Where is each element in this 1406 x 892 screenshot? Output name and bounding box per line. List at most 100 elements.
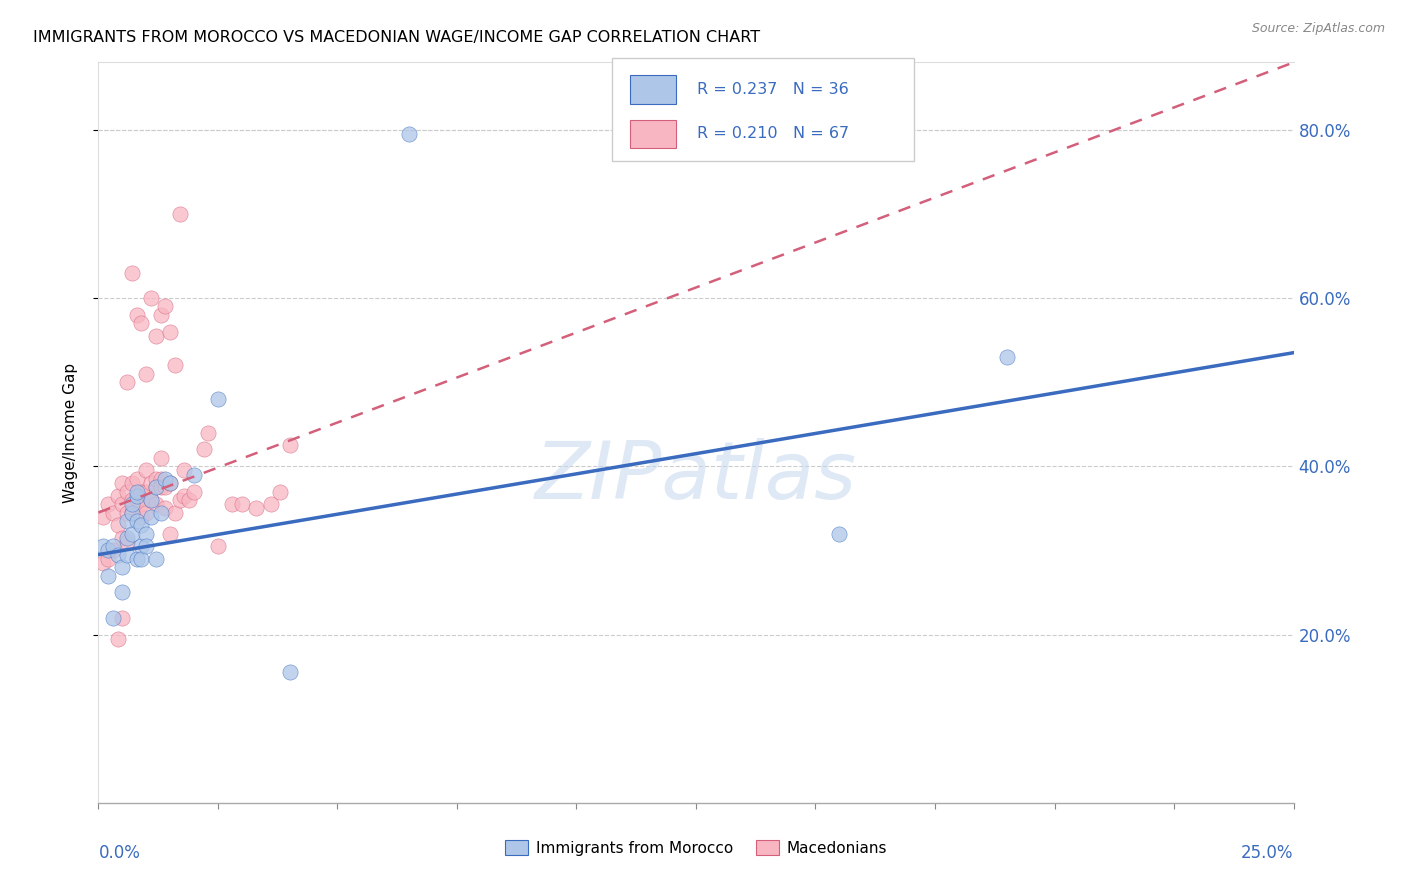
Point [115, 531, 138, 545]
Point [169, 207, 191, 221]
Point [259, 497, 281, 511]
Point [149, 450, 172, 465]
Point [101, 539, 124, 553]
Point [125, 551, 148, 566]
Point [183, 484, 205, 499]
Point [121, 492, 143, 507]
Point [121, 476, 143, 491]
Point [145, 472, 167, 486]
Point [125, 492, 148, 507]
Point [179, 492, 201, 507]
Legend: Immigrants from Morocco, Macedonians: Immigrants from Morocco, Macedonians [499, 834, 893, 862]
Point [91, 556, 114, 570]
Point [121, 526, 143, 541]
Point [145, 480, 167, 494]
Point [101, 610, 124, 624]
Point [155, 300, 177, 314]
Text: R = 0.210   N = 67: R = 0.210 N = 67 [697, 127, 849, 142]
Point [159, 476, 181, 491]
Point [169, 492, 191, 507]
Point [125, 472, 148, 486]
Point [111, 531, 134, 545]
Point [121, 497, 143, 511]
Point [245, 501, 267, 516]
Point [207, 539, 229, 553]
Point [139, 509, 162, 524]
Point [135, 367, 157, 381]
Point [155, 480, 177, 494]
Point [183, 467, 205, 482]
Point [115, 484, 138, 499]
Point [97, 543, 120, 558]
Point [278, 665, 301, 680]
Point [145, 497, 167, 511]
Point [107, 632, 129, 646]
Point [131, 316, 153, 330]
Point [91, 509, 114, 524]
Text: 0.0%: 0.0% [98, 844, 141, 862]
Point [149, 506, 172, 520]
Point [197, 425, 219, 440]
Point [121, 506, 143, 520]
Point [135, 506, 157, 520]
Point [111, 497, 134, 511]
Point [828, 526, 851, 541]
Point [145, 551, 167, 566]
Point [111, 560, 134, 574]
Point [115, 535, 138, 549]
Point [131, 551, 153, 566]
Point [131, 509, 153, 524]
Point [111, 476, 134, 491]
Point [97, 497, 120, 511]
Point [125, 308, 148, 322]
Text: 25.0%: 25.0% [1241, 844, 1294, 862]
Point [995, 350, 1018, 364]
Point [135, 463, 157, 477]
Point [221, 497, 243, 511]
Point [115, 514, 138, 528]
Point [139, 291, 162, 305]
Point [101, 543, 124, 558]
Point [155, 501, 177, 516]
Point [97, 568, 120, 582]
Point [159, 526, 181, 541]
Point [163, 359, 186, 373]
Point [139, 492, 162, 507]
Point [115, 506, 138, 520]
Point [131, 484, 153, 499]
Point [163, 506, 186, 520]
Point [149, 308, 172, 322]
Point [121, 266, 143, 280]
Point [107, 518, 129, 533]
Point [107, 489, 129, 503]
Point [131, 518, 153, 533]
Point [145, 329, 167, 343]
Point [269, 484, 291, 499]
Point [278, 438, 301, 452]
Point [131, 497, 153, 511]
Point [149, 480, 172, 494]
Point [91, 539, 114, 553]
Text: Source: ZipAtlas.com: Source: ZipAtlas.com [1251, 22, 1385, 36]
Y-axis label: Wage/Income Gap: Wage/Income Gap [63, 362, 77, 503]
Point [139, 492, 162, 507]
Point [149, 472, 172, 486]
Point [115, 548, 138, 562]
Point [115, 375, 138, 389]
Point [135, 526, 157, 541]
Text: ZIPatlas: ZIPatlas [534, 438, 858, 516]
Text: R = 0.237   N = 36: R = 0.237 N = 36 [697, 82, 849, 97]
Point [173, 463, 195, 477]
Point [125, 514, 148, 528]
Point [159, 476, 181, 491]
Point [121, 506, 143, 520]
Point [207, 392, 229, 406]
Text: IMMIGRANTS FROM MOROCCO VS MACEDONIAN WAGE/INCOME GAP CORRELATION CHART: IMMIGRANTS FROM MOROCCO VS MACEDONIAN WA… [32, 29, 759, 45]
Point [125, 489, 148, 503]
Bar [630, 76, 676, 104]
Point [231, 497, 253, 511]
Bar [630, 120, 676, 148]
Point [155, 472, 177, 486]
Point [111, 585, 134, 599]
Point [145, 480, 167, 494]
